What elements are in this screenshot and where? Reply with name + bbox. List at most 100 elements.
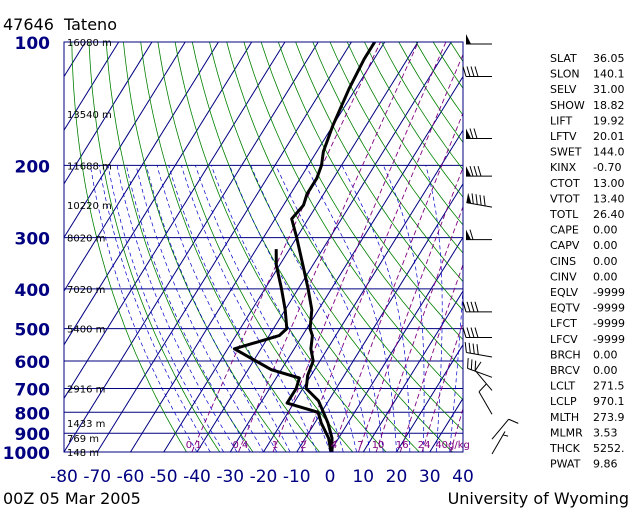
isotherm--140 bbox=[64, 42, 120, 132]
index-label: EQTV bbox=[550, 302, 580, 315]
index-value: 140.1 bbox=[593, 68, 625, 81]
moist-adiabat--12 bbox=[156, 165, 291, 452]
moist-adiabat-12 bbox=[250, 165, 371, 452]
index-value: 3.53 bbox=[593, 426, 618, 439]
index-value: -9999 bbox=[593, 302, 625, 315]
moist-adiabat--8 bbox=[168, 165, 304, 452]
index-label: SLON bbox=[550, 68, 580, 81]
dry-adiabat-330 bbox=[243, 42, 463, 401]
wind-barb bbox=[491, 431, 509, 455]
wind-barb bbox=[462, 66, 492, 77]
mixing-ratio-label: 4 bbox=[331, 440, 337, 451]
index-label: LFTV bbox=[550, 130, 577, 143]
index-label: SWET bbox=[550, 146, 582, 159]
index-value: 13.00 bbox=[593, 177, 625, 190]
index-value: 271.5 bbox=[593, 380, 625, 393]
pressure-tick-label: 400 bbox=[15, 281, 51, 301]
dry-adiabat-340 bbox=[260, 42, 463, 370]
index-label: SELV bbox=[550, 83, 577, 96]
index-label: CAPV bbox=[550, 239, 580, 252]
moist-adiabat--24 bbox=[126, 165, 251, 452]
isotherm--90 bbox=[64, 42, 286, 400]
height-label: 148 m bbox=[67, 448, 99, 459]
isotherm--60 bbox=[130, 42, 386, 452]
moist-adiabat-4 bbox=[210, 165, 344, 452]
moist-adiabat--32 bbox=[107, 165, 224, 452]
isotherm--40 bbox=[196, 42, 452, 452]
wind-barb bbox=[466, 192, 493, 208]
moist-adiabat-28 bbox=[383, 165, 425, 452]
index-label: MLMR bbox=[550, 426, 583, 439]
index-label: LIFT bbox=[550, 114, 573, 127]
height-label: 2916 m bbox=[67, 384, 105, 395]
wind-barb bbox=[466, 229, 492, 241]
index-value: 0.00 bbox=[593, 255, 618, 268]
wind-barb bbox=[464, 342, 493, 358]
dry-adiabat-390 bbox=[346, 42, 463, 226]
moist-adiabat--36 bbox=[98, 165, 211, 452]
isotherm-20 bbox=[396, 343, 463, 452]
moist-adiabat--20 bbox=[135, 165, 264, 452]
dry-adiabat-290 bbox=[174, 42, 387, 452]
index-label: SLAT bbox=[550, 52, 577, 65]
index-value: 31.00 bbox=[593, 83, 625, 96]
temperature-tick-label: 30 bbox=[419, 467, 441, 487]
index-value: -9999 bbox=[593, 286, 625, 299]
index-label: LCLT bbox=[550, 380, 575, 393]
index-label: VTOT bbox=[550, 192, 580, 205]
pressure-tick-label: 100 bbox=[15, 34, 51, 54]
isotherm--10 bbox=[296, 182, 463, 452]
height-label: 13540 m bbox=[67, 110, 112, 121]
index-value: -9999 bbox=[593, 317, 625, 330]
index-label: TOTL bbox=[549, 208, 579, 221]
wind-barbs bbox=[462, 34, 519, 455]
station-name: Tateno bbox=[63, 15, 117, 34]
index-label: LFCT bbox=[550, 317, 577, 330]
index-label: KINX bbox=[550, 161, 577, 174]
dry-adiabat-360 bbox=[295, 42, 463, 311]
mixing-ratio-line-1 bbox=[238, 42, 419, 452]
index-value: 36.05 bbox=[593, 52, 625, 65]
dry-adiabat-260 bbox=[123, 42, 287, 452]
index-label: SHOW bbox=[550, 99, 585, 112]
isotherm--110 bbox=[64, 42, 219, 293]
moist-adiabat-36 bbox=[449, 165, 463, 452]
temperature-tick-label: 10 bbox=[352, 467, 374, 487]
temperature-tick-label: -60 bbox=[117, 467, 145, 487]
dry-adiabat-240 bbox=[88, 42, 221, 452]
index-label: LFCV bbox=[550, 333, 578, 346]
mixing-ratio-line-0 bbox=[191, 42, 381, 452]
mixing-ratio-label: 1 bbox=[272, 440, 278, 451]
plot-frame bbox=[63, 41, 464, 453]
height-label: 16080 m bbox=[67, 38, 112, 49]
temperature-tick-label: 0 bbox=[325, 467, 336, 487]
temperature-tick-label: -10 bbox=[283, 467, 311, 487]
temperature-axis: -80 -70 -60 -50 -40 -30 -20 -10 0 10 20 30 40 bbox=[50, 467, 474, 487]
mixing-ratio-lines bbox=[191, 42, 463, 452]
mixing-ratio-line-7 bbox=[399, 263, 463, 452]
temperature-tick-label: -70 bbox=[83, 467, 111, 487]
moist-adiabat-0 bbox=[195, 165, 331, 452]
height-label: 769 m bbox=[67, 434, 99, 445]
moist-adiabat--28 bbox=[116, 165, 238, 452]
sounding-profiles bbox=[232, 42, 376, 452]
height-label: 1433 m bbox=[67, 419, 105, 430]
height-label: 7020 m bbox=[67, 285, 105, 296]
wind-barb bbox=[462, 301, 492, 313]
dry-adiabat-320 bbox=[226, 42, 463, 431]
moist-adiabat--40 bbox=[90, 165, 198, 452]
mixing-ratio-line-8 bbox=[421, 320, 463, 452]
index-value: 5252. bbox=[593, 442, 625, 455]
mixing-ratio-label: 10 bbox=[372, 440, 385, 451]
mixing-ratio-labels: 0.1 0.4 1 2 4 7 10 16 24 40g/kg bbox=[186, 440, 470, 451]
wind-barb bbox=[466, 128, 492, 139]
mixing-ratio-label: 2 bbox=[300, 440, 306, 451]
index-label: BRCV bbox=[550, 364, 580, 377]
profile-line-0 bbox=[290, 42, 376, 452]
index-value: 9.86 bbox=[593, 458, 618, 471]
pressure-tick-label: 200 bbox=[15, 157, 51, 177]
dry-adiabat-250 bbox=[105, 42, 254, 452]
dry-adiabat-350 bbox=[277, 42, 463, 341]
